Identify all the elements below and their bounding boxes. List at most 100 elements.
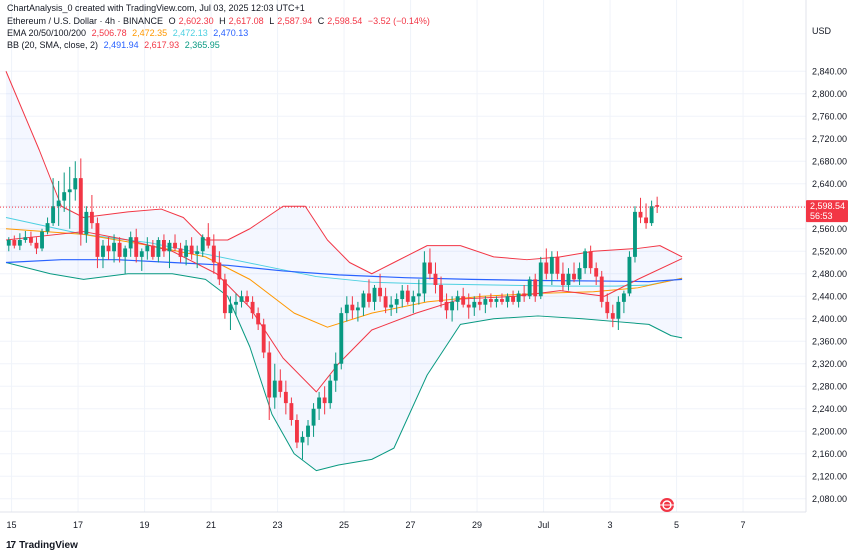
bb-upper-value: 2,617.93 [144, 40, 180, 50]
candle-body [461, 296, 466, 305]
candle-body [533, 279, 538, 297]
candle-body [123, 248, 128, 257]
candle-body [294, 420, 299, 443]
candle-body [228, 304, 233, 314]
candle-body [544, 262, 549, 274]
y-tick-label: 2,400.00 [812, 314, 847, 324]
candle-body [555, 256, 560, 274]
candle-body [433, 273, 438, 285]
candle-body [73, 178, 78, 190]
y-tick-label: 2,320.00 [812, 359, 847, 369]
event-icon[interactable] [660, 498, 674, 512]
y-tick-label: 2,800.00 [812, 89, 847, 99]
candle-body [400, 290, 405, 300]
candle-body [78, 178, 83, 235]
candle-body [416, 293, 421, 297]
candle-body [178, 248, 183, 257]
candle-body [62, 192, 67, 201]
candle-body [84, 211, 89, 235]
candle-body [466, 304, 471, 308]
bb-lower-value: 2,365.95 [184, 40, 220, 50]
candle-body [616, 301, 621, 319]
candle-body [450, 301, 455, 311]
candle-body [516, 293, 521, 302]
candle-body [389, 304, 394, 308]
candle-body [372, 287, 377, 302]
x-tick-label: 25 [339, 520, 349, 530]
y-tick-label: 2,680.00 [812, 156, 847, 166]
grid-lines [0, 0, 806, 512]
candle-body [538, 262, 543, 297]
y-tick-label: 2,560.00 [812, 224, 847, 234]
candle-body [500, 299, 504, 302]
open-value: 2,602.30 [178, 16, 214, 26]
candle-body [339, 313, 344, 364]
x-axis-ticks: 15 17 19 21 23 25 27 29 Jul 3 5 7 [7, 520, 746, 530]
candle-body [566, 273, 571, 285]
candle-body [134, 237, 139, 257]
candle-body [422, 262, 427, 294]
x-tick-label: 7 [741, 520, 746, 530]
chart-watermark: ChartAnalysis_0 created with TradingView… [7, 3, 305, 13]
ema-legend[interactable]: EMA 20/50/100/200 2,506.78 2,472.35 2,47… [7, 28, 251, 39]
x-tick-label: 15 [7, 520, 17, 530]
x-tick-label: 5 [674, 520, 679, 530]
price-tag-value: 2,598.54 [810, 201, 845, 211]
candle-body [644, 217, 649, 224]
candle-body [367, 293, 371, 302]
tradingview-footer[interactable]: 17 TradingView [6, 540, 78, 551]
candle-body [488, 299, 493, 302]
candle-body [17, 240, 22, 246]
candle-body [139, 251, 144, 257]
candle-body [621, 293, 626, 302]
candle-body [278, 380, 283, 392]
y-axis-ticks: 2,840.00 2,800.00 2,760.00 2,720.00 2,680.00… [812, 66, 847, 504]
symbol-name: Ethereum / U.S. Dollar · 4h · BINANCE [7, 16, 164, 26]
candle-body [549, 256, 554, 274]
candle-body [483, 299, 488, 305]
ema20-value: 2,506.78 [91, 28, 127, 38]
candle-body [45, 223, 50, 232]
y-tick-label: 2,640.00 [812, 179, 847, 189]
candle-body [289, 403, 294, 420]
y-tick-label: 2,200.00 [812, 426, 847, 436]
currency-label[interactable]: USD [812, 26, 832, 36]
ema200-value: 2,470.13 [213, 28, 249, 38]
bb-basis-value: 2,491.94 [103, 40, 139, 50]
candle-body [101, 245, 105, 257]
bb-label: BB (20, SMA, close, 2) [7, 40, 99, 50]
y-tick-label: 2,240.00 [812, 404, 847, 414]
candle-body [67, 189, 72, 193]
y-tick-label: 2,120.00 [812, 471, 847, 481]
candle-body [633, 211, 637, 257]
candle-body [427, 262, 432, 274]
high-label: H [219, 16, 226, 26]
x-tick-label: 27 [406, 520, 416, 530]
candle-body [23, 237, 28, 240]
candle-body [477, 301, 482, 305]
candle-body [28, 237, 33, 243]
candle-body [317, 397, 322, 409]
candle-body [200, 237, 205, 252]
bb-legend[interactable]: BB (20, SMA, close, 2) 2,491.94 2,617.93… [7, 40, 223, 51]
ema-label: EMA 20/50/100/200 [7, 28, 87, 38]
ema100-value: 2,472.13 [172, 28, 208, 38]
close-label: C [317, 16, 325, 26]
candle-body [378, 287, 383, 297]
candle-body [350, 304, 355, 311]
candle-body [649, 206, 654, 224]
candle-body [511, 296, 516, 302]
candle-body [156, 240, 161, 257]
candle-body [383, 296, 388, 308]
candle-body [245, 296, 250, 302]
ema50-value: 2,472.35 [132, 28, 168, 38]
candle-body [588, 251, 593, 269]
candle-body [173, 242, 177, 249]
candle-body [599, 276, 604, 302]
candle-body [261, 324, 266, 353]
candle-body [627, 256, 632, 294]
candle-body [234, 301, 238, 305]
